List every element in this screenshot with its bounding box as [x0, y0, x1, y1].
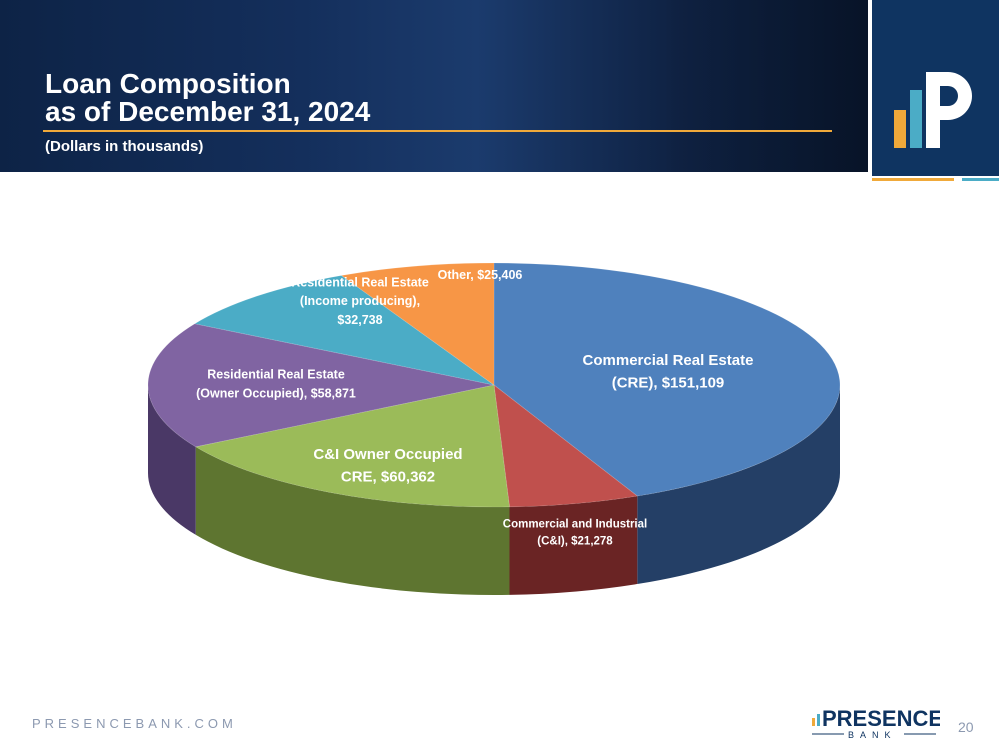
pie-slice-side	[195, 446, 510, 596]
pie-slice-label: (CRE), $151,109	[612, 374, 725, 391]
title-line-1: Loan Composition	[45, 68, 291, 99]
footer-brand-logo: PRESENCE BANK	[812, 706, 940, 740]
brand-logo-tile	[872, 0, 999, 176]
pie-slice-side	[637, 385, 840, 585]
brand-p-logo-icon	[894, 72, 972, 148]
pie-slice-label: Residential Real Estate	[207, 368, 345, 382]
page-number: 20	[958, 719, 974, 735]
pie-slice-label: Other, $25,406	[438, 268, 523, 282]
pie-slice-label: C&I Owner Occupied	[313, 446, 462, 463]
footer-brand-sub: BANK	[848, 730, 897, 740]
pie-slice-label: Commercial Real Estate	[583, 352, 754, 369]
pie-slice	[493, 384, 639, 508]
slide-title: Loan Composition as of December 31, 2024	[45, 70, 370, 126]
title-line-2: as of December 31, 2024	[45, 96, 371, 127]
slide-header	[0, 0, 868, 172]
pie-slice-side	[509, 496, 638, 595]
logo-bar-icon	[812, 718, 815, 726]
brand-accent-lines	[872, 178, 999, 181]
pie-slice-label: $32,738	[337, 313, 382, 327]
footer-brand-name: PRESENCE	[822, 706, 940, 731]
logo-bar-icon	[817, 714, 820, 726]
pie-slice	[493, 262, 841, 497]
slide-subtitle: (Dollars in thousands)	[45, 138, 204, 155]
title-underline	[43, 130, 832, 132]
pie-slice	[340, 262, 495, 386]
pie-slice-side	[147, 385, 196, 535]
pie-slice-label: (Owner Occupied), $58,871	[196, 386, 356, 400]
pie-slice	[194, 384, 510, 508]
pie-slice-label: (C&I), $21,278	[537, 536, 613, 548]
pie-slice	[193, 275, 495, 386]
footer-website: PRESENCEBANK.COM	[32, 716, 237, 731]
pie-slice	[147, 323, 495, 448]
pie-slice-label: (Income producing),	[300, 294, 420, 308]
pie-slice-label: Commercial and Industrial	[503, 518, 647, 530]
pie-slice-label: CRE, $60,362	[341, 468, 435, 485]
pie-slice-label: Residential Real Estate	[291, 275, 429, 289]
